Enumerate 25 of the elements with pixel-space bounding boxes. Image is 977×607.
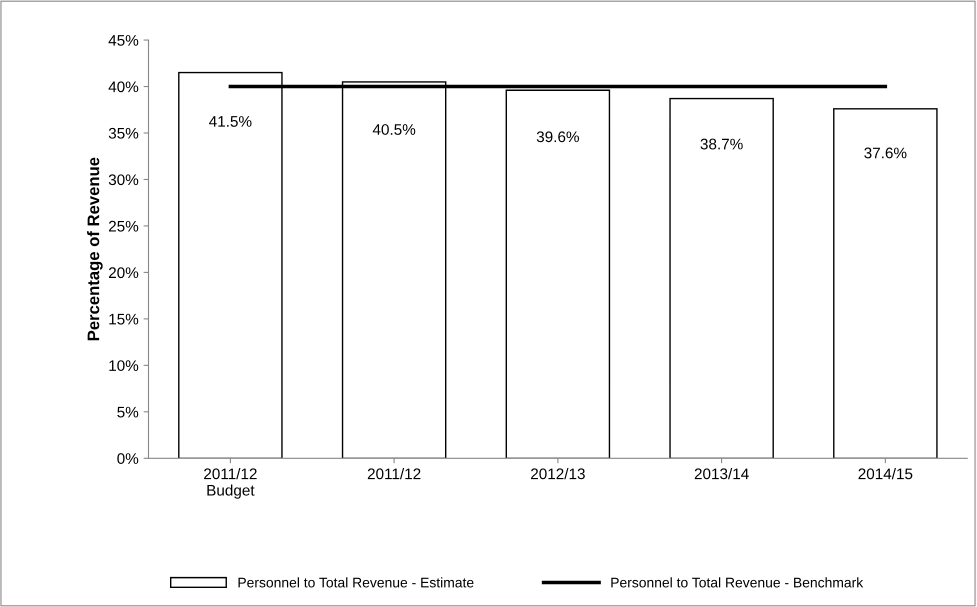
y-tick-label: 35% bbox=[108, 128, 138, 139]
y-axis-title: Percentage of Revenue bbox=[87, 158, 103, 340]
y-tick-label: 20% bbox=[108, 267, 138, 278]
x-tick-label: 2012/13 bbox=[531, 468, 585, 480]
bar bbox=[833, 108, 938, 458]
x-tick-label: 2011/12 Budget bbox=[204, 468, 257, 499]
y-tick-label: 40% bbox=[108, 81, 138, 92]
y-tick-label: 25% bbox=[108, 220, 138, 232]
data-label: 40.5% bbox=[372, 124, 416, 135]
data-label: 37.6% bbox=[864, 148, 906, 158]
y-tick-label: 30% bbox=[108, 174, 138, 186]
data-label: 38.7% bbox=[700, 138, 743, 150]
y-tick-label: 45% bbox=[108, 34, 138, 46]
x-tick-label: 2014/15 bbox=[858, 468, 912, 480]
bar bbox=[669, 98, 774, 458]
x-tick-label: 2013/14 bbox=[694, 468, 749, 480]
legend-label: Personnel to Total Revenue - Estimate bbox=[238, 577, 474, 588]
y-tick-label: 5% bbox=[117, 406, 138, 418]
data-label: 41.5% bbox=[209, 116, 252, 127]
y-tick-label: 0% bbox=[117, 453, 138, 464]
legend-label: Personnel to Total Revenue - Benchmark bbox=[611, 577, 864, 588]
data-label: 39.6% bbox=[536, 131, 579, 142]
y-tick-label: 15% bbox=[109, 314, 138, 325]
x-tick-label: 2011/12 bbox=[368, 468, 420, 480]
y-tick-label: 10% bbox=[109, 360, 138, 372]
